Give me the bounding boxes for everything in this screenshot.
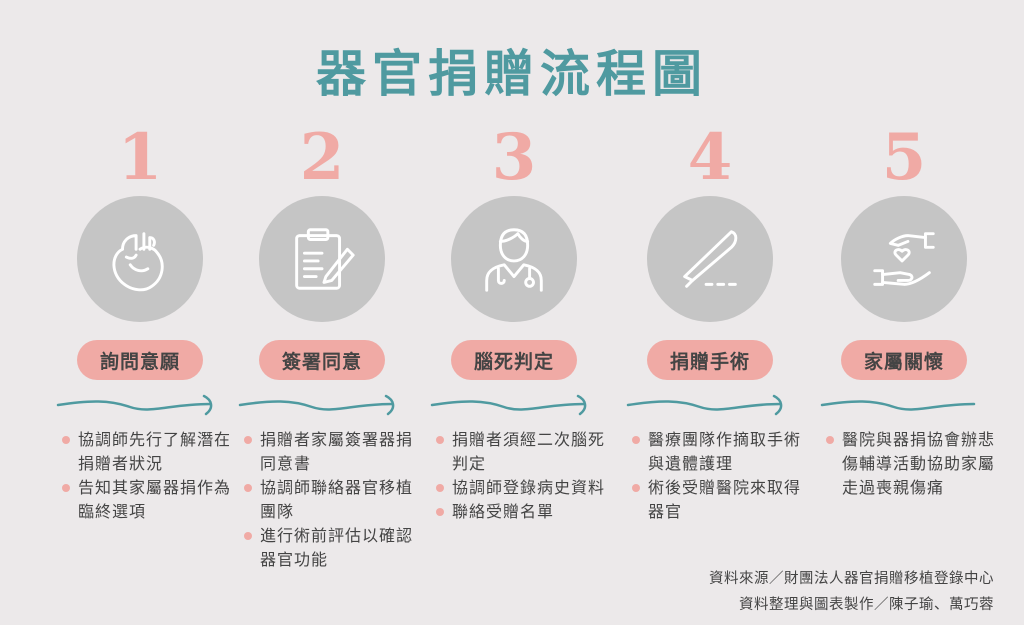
wave-arrow [626, 394, 783, 416]
bullet-item: 告知其家屬器捐作為臨終選項 [60, 476, 238, 524]
heart-icon [112, 232, 164, 292]
step-label: 捐贈手術 [647, 340, 773, 380]
bullet-item: 聯絡受贈名單 [434, 500, 612, 524]
bullet-item: 協調師登錄病史資料 [434, 476, 612, 500]
step-4: 4 捐贈手術 醫療團隊作摘取手術與遺體護理 術後受贈醫院來取得器官 [610, 0, 810, 625]
step-bullets: 醫療團隊作摘取手術與遺體護理 術後受贈醫院來取得器官 [630, 428, 808, 524]
bullet-item: 進行術前評估以確認器官功能 [242, 524, 420, 572]
doctor-icon [485, 228, 543, 292]
step-2: 2 簽署同意 捐贈者家屬簽署器捐同意書 協調師聯絡器官移植團隊 進行術前評估以確… [222, 0, 422, 625]
source-note: 資料來源／財團法人器官捐贈移植登錄中心 資料整理與圖表製作／陳子瑜、萬巧蓉 [709, 566, 994, 618]
bullet-item: 捐贈者家屬簽署器捐同意書 [242, 428, 420, 476]
wave-arrow [238, 394, 395, 416]
page-title: 器官捐贈流程圖 [316, 45, 708, 103]
step-number: 1 [117, 120, 163, 195]
bullet-item: 醫院與器捐協會辦悲傷輔導活動協助家屬走過喪親傷痛 [824, 428, 1002, 500]
step-bullets: 醫院與器捐協會辦悲傷輔導活動協助家屬走過喪親傷痛 [824, 428, 1002, 500]
step-label: 詢問意願 [77, 340, 203, 380]
scalpel-icon [683, 230, 738, 288]
step-icon-circle [259, 196, 385, 322]
step-number: 5 [881, 120, 927, 195]
bullet-item: 醫療團隊作摘取手術與遺體護理 [630, 428, 808, 476]
clipboard-pen-icon [295, 228, 355, 290]
step-number: 2 [299, 120, 345, 195]
step-label: 家屬關懷 [841, 340, 967, 380]
bullet-item: 協調師聯絡器官移植團隊 [242, 476, 420, 524]
wave-arrow [430, 394, 587, 416]
wave-line [820, 400, 976, 411]
step-icon-circle [77, 196, 203, 322]
step-number: 3 [491, 120, 537, 195]
source-text: 資料來源／財團法人器官捐贈移植登錄中心 [709, 571, 994, 587]
step-bullets: 捐贈者家屬簽署器捐同意書 協調師聯絡器官移植團隊 進行術前評估以確認器官功能 [242, 428, 420, 572]
step-bullets: 協調師先行了解潛在捐贈者狀況 告知其家屬器捐作為臨終選項 [60, 428, 238, 524]
step-5: 5 家屬關懷 醫院與器捐協會辦悲傷輔導活動協助家屬走過喪親傷痛 [804, 0, 1004, 625]
wave-arrow [56, 394, 213, 416]
step-3: 3 腦死判定 捐贈者須經二次腦死判定 協調師登錄病史資料 聯絡受贈名單 [414, 0, 614, 625]
step-1: 1 詢問意願 協調師先行了解潛在捐贈者狀況 告知其家屬器捐作為臨終選項 [40, 0, 240, 625]
step-number: 4 [687, 120, 733, 195]
step-icon-circle [451, 196, 577, 322]
step-icon-circle [841, 196, 967, 322]
step-label: 腦死判定 [451, 340, 577, 380]
caring-hands-icon [873, 232, 935, 286]
bullet-item: 術後受贈醫院來取得器官 [630, 476, 808, 524]
credit-text: 資料整理與圖表製作／陳子瑜、萬巧蓉 [739, 597, 994, 613]
bullet-item: 協調師先行了解潛在捐贈者狀況 [60, 428, 238, 476]
bullet-item: 捐贈者須經二次腦死判定 [434, 428, 612, 476]
step-label: 簽署同意 [259, 340, 385, 380]
step-icon-circle [647, 196, 773, 322]
step-bullets: 捐贈者須經二次腦死判定 協調師登錄病史資料 聯絡受贈名單 [434, 428, 612, 524]
